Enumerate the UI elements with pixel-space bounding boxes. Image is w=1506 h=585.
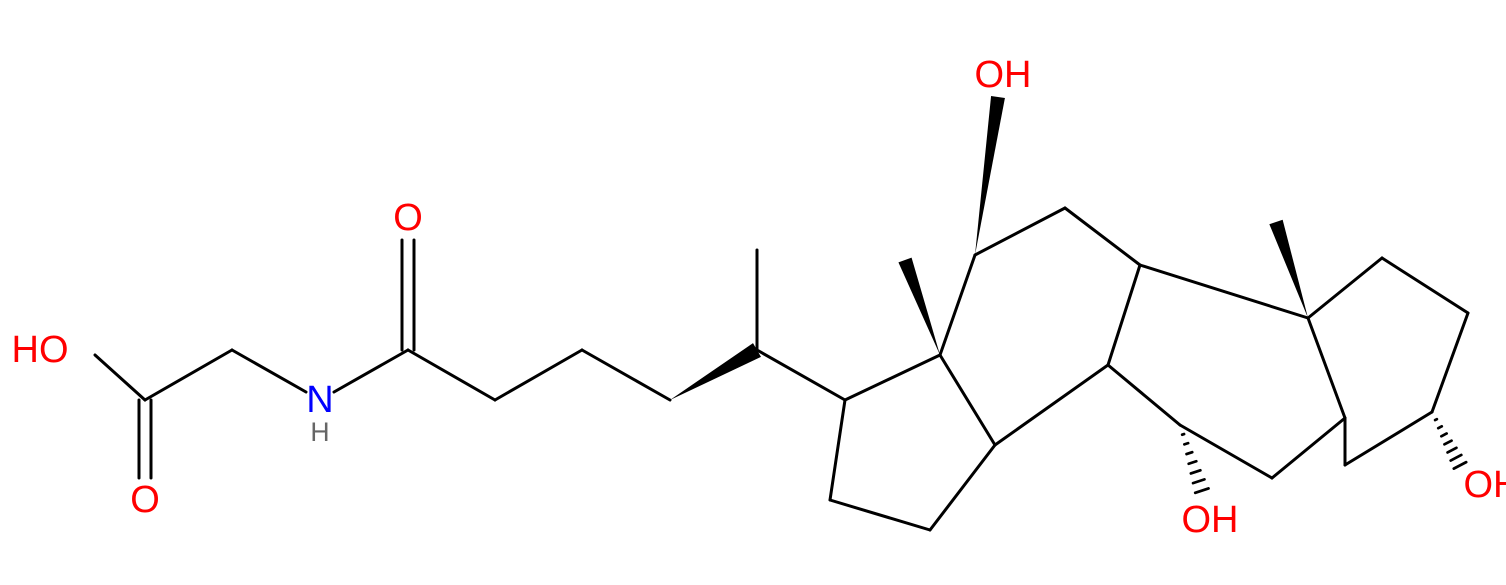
svg-text:H: H — [310, 417, 329, 447]
svg-text:O: O — [393, 197, 423, 239]
svg-text:HO: HO — [12, 329, 69, 371]
svg-text:OH: OH — [1182, 499, 1239, 541]
svg-text:OH: OH — [975, 54, 1032, 96]
svg-text:OH: OH — [1464, 464, 1506, 506]
molecule-diagram: HOONHOOHOHOH — [0, 0, 1506, 585]
svg-text:O: O — [130, 479, 160, 521]
svg-text:N: N — [306, 379, 333, 421]
